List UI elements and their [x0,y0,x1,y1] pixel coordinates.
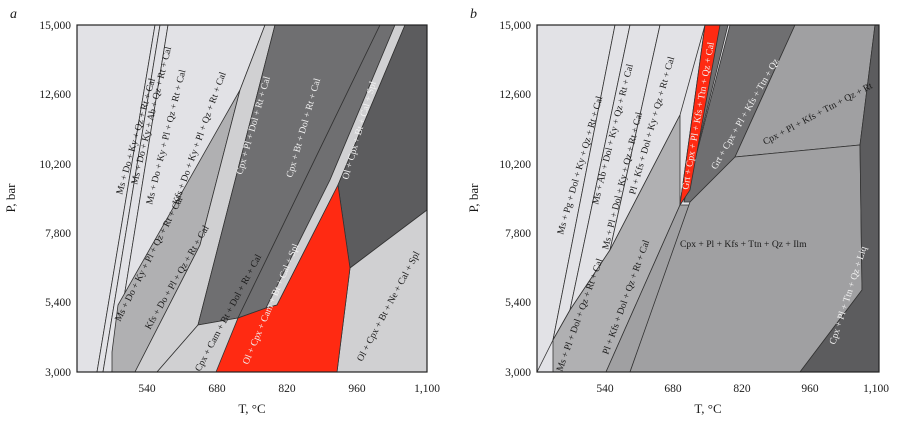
b-xtick-1: 680 [664,383,682,395]
field-a-ol-cpx-cam-red [215,183,351,373]
label-b-cpx-ilm: Cpx + Pl + Kfs + Ttn + Qz + Ilm [680,239,807,250]
a-xtick-4: 1,100 [414,383,440,395]
b-ytick-0: 15,000 [499,20,531,32]
a-ytick-4: 5,400 [45,297,71,309]
panel-b-fields [536,24,880,373]
panel-b-xlabel: T, °C [694,401,721,416]
panel-a-fields [76,24,428,373]
b-ytick-5: 3,000 [505,367,531,379]
b-ytick-1: 12,600 [499,89,531,101]
b-xtick-0: 540 [596,383,614,395]
panel-a-frame [76,24,428,373]
panel-b-ylabel: P, bar [466,183,481,213]
b-xtick-2: 820 [733,383,751,395]
panel-a-ylabel: P, bar [3,183,18,213]
panel-a-y-ticks: 15,000 12,600 10,200 7,800 5,400 3,000 [39,20,71,379]
panel-b-y-ticks: 15,000 12,600 10,200 7,800 5,400 3,000 [499,20,531,379]
a-xtick-1: 680 [208,383,226,395]
panel-b-x-ticks: 540 680 820 960 1,100 [596,383,889,395]
a-ytick-0: 15,000 [39,20,71,32]
panel-b: b Ms + Pg + Dol + Ky + Qz + Rt + Cal Ms … [466,7,889,416]
a-ytick-2: 10,200 [39,159,71,171]
b-ytick-3: 7,800 [505,228,531,240]
b-xtick-4: 1,100 [863,383,889,395]
panel-b-frame [536,24,880,373]
a-ytick-1: 12,600 [39,89,71,101]
a-ytick-3: 7,800 [45,228,71,240]
a-xtick-2: 820 [278,383,296,395]
b-ytick-2: 10,200 [499,159,531,171]
a-ytick-5: 3,000 [45,367,71,379]
panel-a-xlabel: T, °C [238,401,265,416]
panel-a-x-ticks: 540 680 820 960 1,100 [138,383,440,395]
b-ytick-4: 5,400 [505,297,531,309]
panel-a-label: a [10,7,17,22]
panel-a: a Ms + Do + Ky + Qz + Rt + Cal Ms + Do +… [3,7,440,416]
panel-b-label: b [470,7,477,22]
a-xtick-3: 960 [348,383,366,395]
b-xtick-3: 960 [801,383,819,395]
a-xtick-0: 540 [138,383,156,395]
